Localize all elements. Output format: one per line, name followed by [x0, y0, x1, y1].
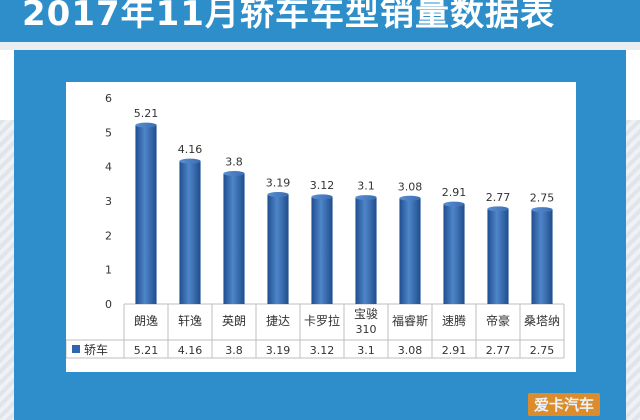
bar [487, 208, 509, 304]
bar [311, 196, 333, 304]
y-tick-label: 4 [105, 161, 112, 174]
table-value: 3.19 [266, 344, 291, 357]
x-tick-label: 帝豪 [486, 313, 510, 328]
x-tick-label: 英朗 [222, 314, 246, 328]
x-tick-label: 310 [356, 323, 377, 336]
bar-cap [443, 201, 465, 207]
bar [179, 161, 201, 304]
table-value: 3.08 [398, 344, 423, 357]
bar [223, 173, 245, 304]
x-tick-label: 轩逸 [178, 314, 202, 328]
bar-cap [135, 122, 157, 128]
bar-data-label: 4.16 [178, 143, 203, 156]
site-logo: 爱卡汽车 [527, 393, 600, 416]
bar-data-label: 3.12 [310, 179, 335, 192]
page-title: 2017年11月轿车车型销量数据表 [22, 0, 555, 34]
bar-cap [355, 195, 377, 201]
bar [135, 125, 157, 304]
table-value: 3.8 [225, 344, 243, 357]
bar-cap [223, 171, 245, 177]
y-tick-label: 3 [105, 195, 112, 208]
x-tick-label: 速腾 [442, 313, 466, 328]
left-decor-stripe [0, 120, 14, 420]
table-value: 5.21 [134, 344, 159, 357]
x-tick-label: 朗逸 [134, 314, 158, 328]
bar-data-label: 2.75 [530, 192, 555, 205]
legend-label: 轿车 [84, 342, 108, 357]
bar-cap [311, 194, 333, 200]
table-value: 2.91 [442, 344, 467, 357]
bar-data-label: 3.19 [266, 176, 291, 189]
y-tick-label: 2 [105, 229, 112, 242]
x-tick-label: 宝骏 [354, 307, 378, 321]
y-tick-label: 0 [105, 298, 112, 311]
bar [443, 204, 465, 304]
x-tick-label: 捷达 [266, 314, 290, 328]
bar-data-label: 5.21 [134, 107, 159, 120]
banner-divider [0, 42, 640, 50]
x-tick-label: 卡罗拉 [304, 313, 340, 328]
chart-area: 0 1 2 3 4 5 6 5.21 4.16 3.8 3.19 3.12 3.1 3.08 2.91 2.7… [66, 82, 576, 372]
table-value: 2.77 [486, 344, 511, 357]
bar-chart: 0 1 2 3 4 5 6 5.21 4.16 3.8 3.19 3.12 3.1 3.08 2.91 2.7… [66, 92, 565, 359]
bar [355, 197, 377, 304]
y-tick-label: 1 [105, 264, 112, 277]
bar-data-label: 3.8 [225, 156, 243, 169]
y-tick-label: 6 [105, 92, 112, 105]
bar-data-label: 3.08 [398, 180, 423, 193]
bar-cap [267, 191, 289, 197]
bar-cap [179, 158, 201, 164]
bar [267, 194, 289, 304]
bar-data-label: 2.91 [442, 186, 467, 199]
bar-cap [399, 195, 421, 201]
title-banner: 2017年11月轿车车型销量数据表 [0, 0, 640, 42]
x-tick-label: 桑塔纳 [524, 314, 560, 328]
table-value: 3.12 [310, 344, 335, 357]
footer-strip: 爱卡汽车 [14, 372, 626, 420]
bar-data-label: 2.77 [486, 191, 511, 204]
right-decor-stripe [626, 120, 640, 420]
bar-cap [531, 207, 553, 213]
x-tick-label: 福睿斯 [392, 313, 428, 328]
table-value: 3.1 [357, 344, 375, 357]
bar-cap [487, 206, 509, 212]
bar [399, 198, 421, 304]
table-value: 4.16 [178, 344, 203, 357]
y-tick-label: 5 [105, 126, 112, 139]
bar [531, 209, 553, 304]
bar-data-label: 3.1 [357, 180, 375, 193]
legend-swatch [72, 345, 80, 353]
table-value: 2.75 [530, 344, 555, 357]
